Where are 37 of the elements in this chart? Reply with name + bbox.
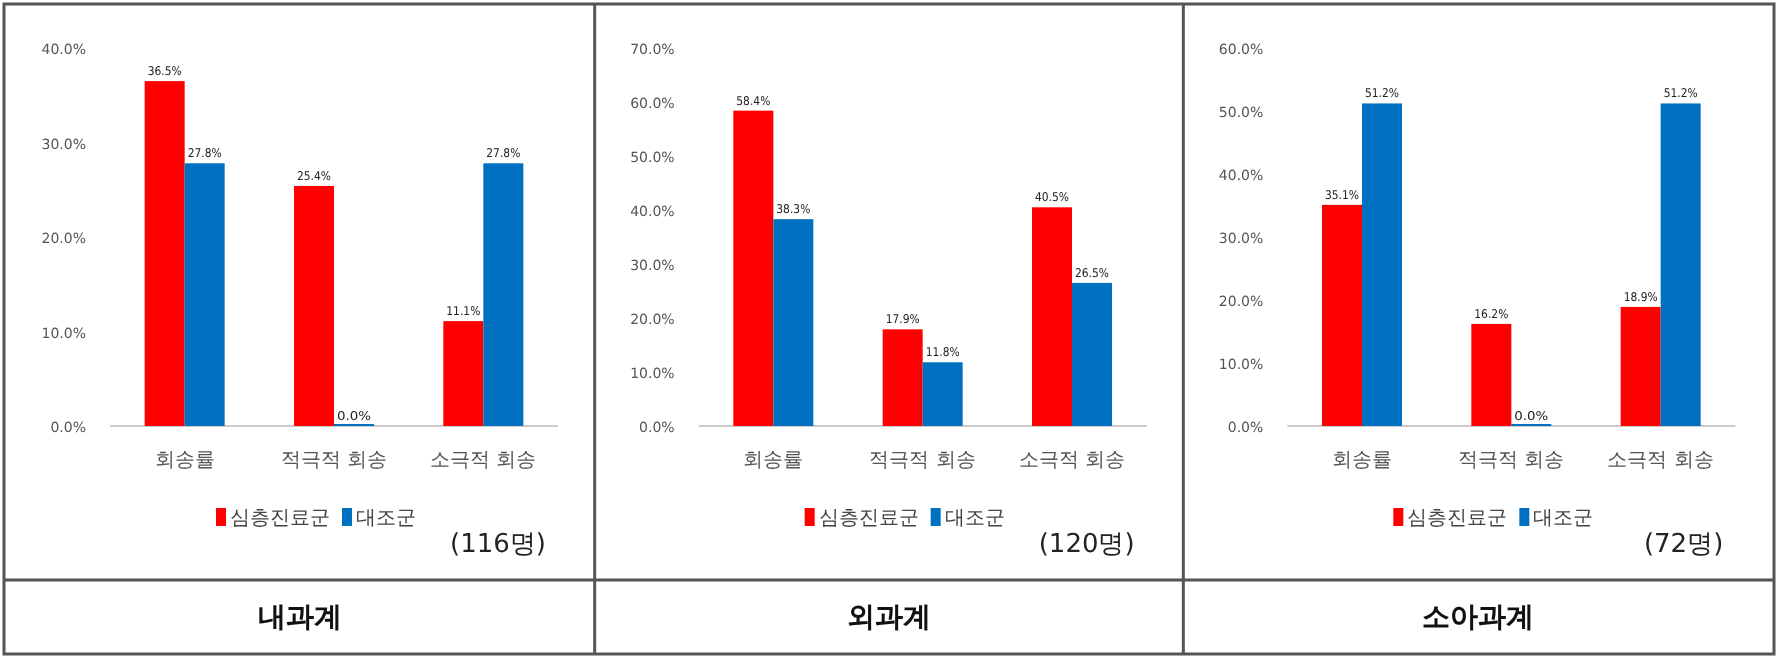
x-tick-label: 회송률 [154,450,215,472]
bar [144,81,185,426]
bar [1660,103,1701,426]
x-tick-label: 회송률 [1332,450,1392,472]
legend-label: 심층진료군 [230,508,330,530]
bar [1362,103,1402,426]
text: 소아과계 [1421,602,1534,634]
legend-label: 심층진료군 [818,508,919,530]
bar [294,185,334,426]
bar [443,321,484,426]
text: 내과계 [258,602,343,634]
bar [1032,207,1072,426]
legend-label: 대조군 [356,508,416,530]
x-tick-label: 소극적 회송 [1607,450,1714,472]
bar [184,163,225,426]
text: (116명) [450,530,546,560]
x-tick-label: 적극적 회송 [280,450,388,472]
text: 외과계 [847,602,931,634]
text: (120명) [1038,530,1135,560]
bar [483,163,524,426]
x-tick-label: 소극적 회송 [430,450,537,472]
legend-label: 심층진료군 [1407,508,1508,530]
bar [1072,282,1112,426]
legend-label: 대조군 [1533,508,1594,530]
bar [733,110,774,426]
text: (72명) [1643,530,1724,560]
x-tick-label: 소극적 회송 [1018,450,1126,472]
x-tick-label: 적극적 회송 [1458,450,1565,472]
bar [1322,204,1362,426]
bar [1471,323,1512,426]
bar [882,329,923,426]
bar [1620,306,1661,426]
bar [922,362,963,426]
x-tick-label: 회송률 [743,450,804,472]
legend-label: 대조군 [944,508,1005,530]
x-tick-label: 적극적 회송 [869,450,976,472]
bar [773,219,814,426]
